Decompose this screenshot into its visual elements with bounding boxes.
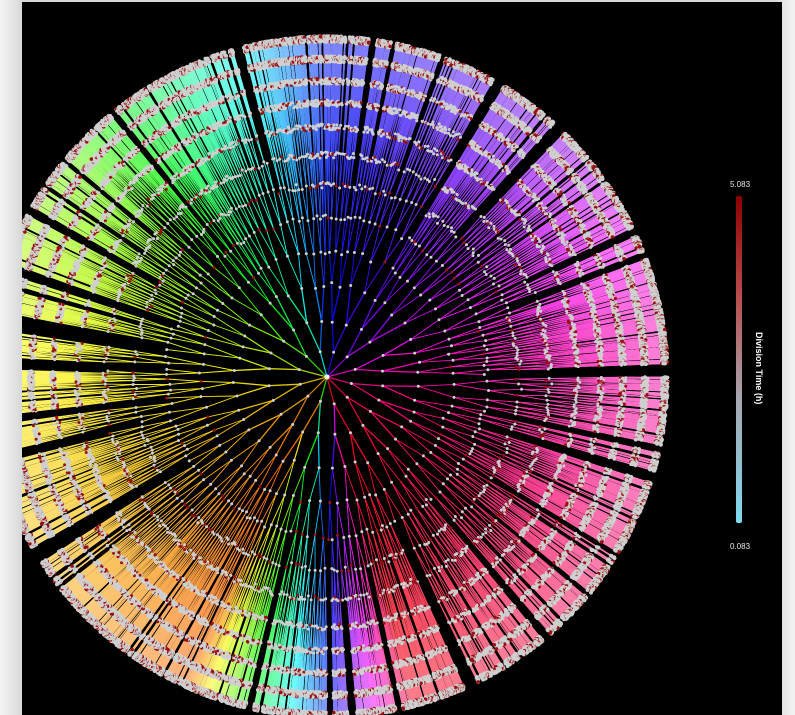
lineage-branch	[334, 80, 335, 102]
lineage-branch	[330, 218, 332, 252]
lineage-branch	[328, 218, 329, 252]
radial-lineage-tree	[22, 2, 782, 715]
lineage-branch	[332, 251, 336, 283]
lineage-branch	[329, 128, 330, 155]
lineage-branch	[348, 217, 356, 252]
lineage-branch	[332, 322, 333, 352]
lineage-branch	[332, 283, 333, 323]
lineage-branch	[330, 252, 332, 282]
lineage-branch	[332, 184, 334, 218]
lineage-branch	[328, 184, 329, 218]
lineage-branch	[348, 218, 351, 252]
lineage-branch	[332, 287, 340, 322]
lineage-tree-panel: 5.083 Division Time (h) 0.083	[22, 2, 782, 715]
